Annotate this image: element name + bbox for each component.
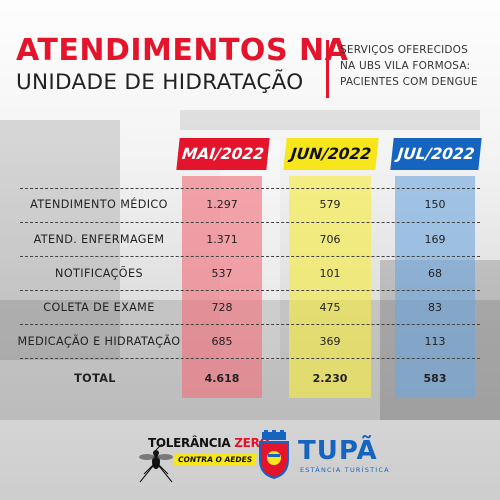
table-cell: 68: [428, 267, 442, 280]
campaign-title: TOLERÂNCIA ZERO: [148, 436, 270, 450]
row-divider: [20, 324, 480, 325]
row-label: NOTIFICAÇÕES: [55, 267, 143, 280]
campaign-logo: TOLERÂNCIA ZERO CONTRA O AEDES: [138, 430, 270, 490]
table-cell: 169: [424, 233, 446, 246]
column-header-jul: JUL/2022: [390, 138, 482, 170]
subtitle: SERVIÇOS OFERECIDOS NA UBS VILA FORMOSA:…: [340, 42, 490, 90]
table-cell: 83: [428, 301, 442, 314]
table-cell: 1.297: [206, 198, 238, 211]
row-label: COLETA DE EXAME: [43, 301, 155, 314]
subtitle-line: NA UBS VILA FORMOSA:: [340, 60, 471, 72]
column-band-jul: [395, 176, 475, 398]
table-cell: 150: [424, 198, 446, 211]
campaign-badge: CONTRA O AEDES: [173, 454, 257, 465]
table-cell: 1.371: [206, 233, 238, 246]
page-title-secondary: UNIDADE DE HIDRATAÇÃO: [16, 70, 304, 95]
row-divider: [20, 222, 480, 223]
table-cell: 537: [211, 267, 233, 280]
page-title: ATENDIMENTOS NA: [16, 33, 349, 68]
mosquito-icon: [139, 444, 173, 483]
title-divider: [326, 40, 329, 98]
row-label: ATENDIMENTO MÉDICO: [30, 198, 168, 211]
row-label: MEDICAÇÃO E HIDRATAÇÃO: [17, 335, 181, 348]
row-divider: [20, 290, 480, 291]
row-divider: [20, 256, 480, 257]
total-cell: 2.230: [312, 372, 348, 385]
table-cell: 101: [319, 267, 341, 280]
column-band-jun: [289, 176, 371, 398]
subtitle-line: SERVIÇOS OFERECIDOS: [340, 44, 469, 56]
table-cell: 369: [319, 335, 341, 348]
column-band-mai: [182, 176, 262, 398]
row-divider: [20, 358, 480, 359]
city-tagline: ESTÂNCIA TURÍSTICA: [300, 466, 390, 474]
table-cell: 728: [211, 301, 233, 314]
table-cell: 685: [211, 335, 233, 348]
table-cell: 475: [319, 301, 341, 314]
subtitle-line: PACIENTES COM DENGUE: [340, 76, 478, 88]
table-cell: 706: [319, 233, 341, 246]
row-label: ATEND. ENFERMAGEM: [33, 233, 165, 246]
city-name: TUPÃ: [298, 436, 378, 466]
column-header-mai: MAI/2022: [176, 138, 270, 170]
table-cell: 579: [319, 198, 341, 211]
row-divider: [20, 188, 480, 189]
campaign-word: TOLERÂNCIA: [148, 436, 231, 450]
column-header-jun: JUN/2022: [283, 138, 379, 170]
total-label: TOTAL: [74, 372, 116, 385]
city-seal-icon: [259, 430, 289, 480]
table-cell: 113: [424, 335, 446, 348]
total-cell: 583: [423, 372, 447, 385]
total-cell: 4.618: [204, 372, 240, 385]
